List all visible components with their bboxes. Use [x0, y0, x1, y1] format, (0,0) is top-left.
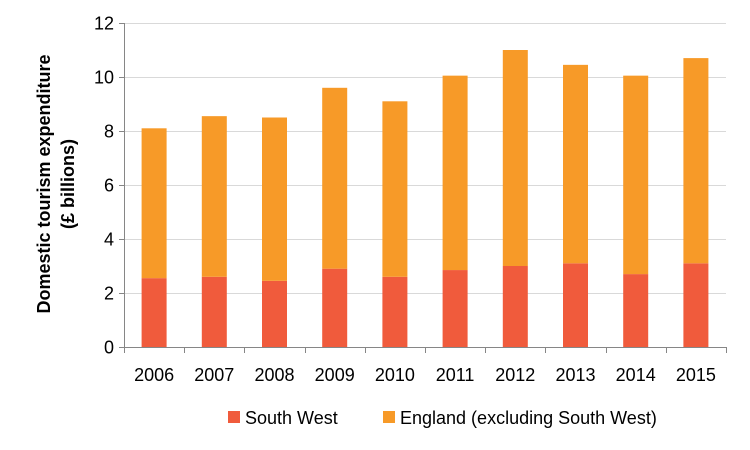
- bar-south-west-2015: [683, 263, 709, 347]
- y-tick-label: 8: [104, 122, 114, 142]
- x-tick-label: 2007: [194, 365, 234, 385]
- y-tick-label: 2: [104, 284, 114, 304]
- x-tick-label: 2008: [254, 365, 294, 385]
- y-tick-label: 12: [94, 14, 114, 34]
- y-axis-title: Domestic tourism expenditure (£ billions): [34, 54, 78, 313]
- bar-south-west-2013: [563, 263, 588, 347]
- bar-england-excl-south-west-2008: [262, 117, 287, 281]
- y-tick-label: 4: [104, 230, 114, 250]
- bar-south-west-2012: [502, 266, 528, 347]
- y-tick-label: 6: [104, 176, 114, 196]
- bar-south-west-2011: [442, 270, 468, 347]
- bar-england-excl-south-west-2010: [382, 101, 408, 277]
- x-tick-label: 2013: [555, 365, 595, 385]
- legend-swatch: [228, 411, 240, 423]
- x-tick-label: 2014: [616, 365, 656, 385]
- bar-south-west-2009: [322, 268, 348, 347]
- bar-south-west-2008: [262, 280, 287, 347]
- x-tick-label: 2011: [436, 365, 475, 385]
- y-tick-label: 0: [104, 338, 114, 358]
- legend-swatch: [383, 411, 395, 423]
- x-tick-label: 2009: [315, 365, 355, 385]
- y-tick-label: 10: [94, 68, 114, 88]
- bar-england-excl-south-west-2014: [623, 75, 649, 275]
- bar-england-excl-south-west-2009: [322, 87, 348, 269]
- axes: [119, 23, 727, 353]
- bar-england-excl-south-west-2011: [442, 75, 468, 271]
- x-tick-label: 2012: [495, 365, 535, 385]
- bars: [141, 50, 709, 347]
- legend: South West England (excluding South West): [228, 408, 657, 428]
- x-tick-label: 2006: [134, 365, 174, 385]
- bar-south-west-2006: [141, 278, 167, 347]
- legend-label: South West: [245, 408, 338, 428]
- bar-england-excl-south-west-2015: [683, 58, 709, 264]
- bar-england-excl-south-west-2006: [141, 128, 167, 279]
- bar-south-west-2014: [623, 274, 649, 347]
- y-axis-title-text: Domestic tourism expenditure (£ billions): [34, 54, 78, 313]
- y-axis-title-line: Domestic tourism expenditure: [34, 54, 54, 313]
- x-tick-label: 2015: [676, 365, 716, 385]
- legend-label: England (excluding South West): [400, 408, 657, 428]
- y-axis-title-line: (£ billions): [58, 139, 78, 229]
- tick-labels: 0 2 4 6 8 10 12 2006 2007 2008 2009 2010 2011 2012 201…: [94, 14, 716, 386]
- x-tick-label: 2010: [375, 365, 415, 385]
- bar-england-excl-south-west-2007: [201, 116, 227, 277]
- bar-south-west-2010: [382, 276, 408, 347]
- bar-south-west-2007: [201, 276, 227, 347]
- bar-england-excl-south-west-2013: [563, 64, 588, 264]
- bar-england-excl-south-west-2012: [502, 50, 528, 266]
